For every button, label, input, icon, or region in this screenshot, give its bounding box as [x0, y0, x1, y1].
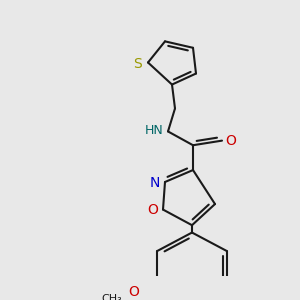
Text: O: O	[148, 203, 158, 218]
Text: HN: HN	[145, 124, 164, 137]
Text: O: O	[128, 285, 139, 299]
Text: O: O	[226, 134, 236, 148]
Text: N: N	[150, 176, 160, 190]
Text: S: S	[134, 57, 142, 71]
Text: CH₃: CH₃	[101, 294, 122, 300]
